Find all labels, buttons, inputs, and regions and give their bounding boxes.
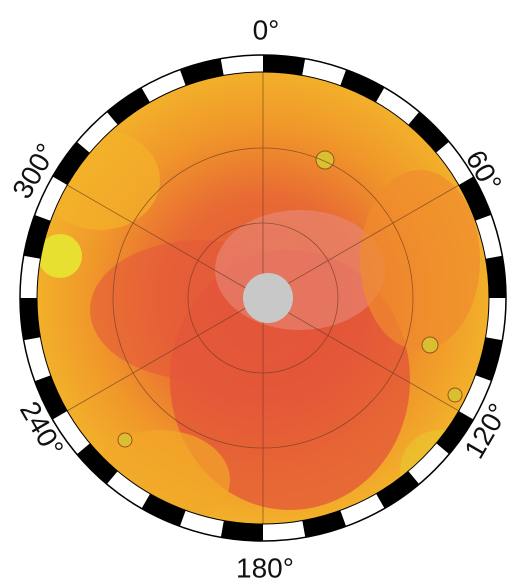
ring-segment xyxy=(436,411,474,455)
ring-segment xyxy=(485,255,507,298)
graticule-ring xyxy=(19,54,507,541)
ring-segment xyxy=(340,493,385,527)
ring-segment xyxy=(34,375,68,420)
longitude-label: 0° xyxy=(253,14,280,45)
ring-segment xyxy=(458,176,492,221)
ring-segment xyxy=(19,298,41,341)
pole-cap xyxy=(243,273,293,323)
ring-segment xyxy=(19,255,41,298)
ring-segment xyxy=(23,337,51,382)
ring-inner xyxy=(36,71,490,525)
ring-segment xyxy=(475,337,503,382)
ring-segment xyxy=(106,87,150,125)
ring-segment xyxy=(179,58,224,86)
ring-segment xyxy=(106,471,150,509)
ring-segment xyxy=(408,111,450,153)
ring-outline xyxy=(19,54,507,542)
ring-segment xyxy=(23,214,51,259)
ring-segment xyxy=(340,69,385,103)
ring-segment xyxy=(141,493,186,527)
ring-segment xyxy=(76,111,118,153)
ring-segment xyxy=(220,520,263,541)
ring-segment xyxy=(376,471,420,509)
ring-segment xyxy=(179,510,224,538)
ring-segment xyxy=(52,141,90,185)
ring-segment xyxy=(408,443,450,485)
ring-segment xyxy=(263,520,306,541)
ring-segment xyxy=(302,510,347,538)
ring-segment xyxy=(34,176,68,221)
ring-segment xyxy=(485,298,507,341)
ring-segment xyxy=(302,58,347,86)
ring-segment xyxy=(436,141,474,185)
ring-segment xyxy=(220,54,263,76)
ring-segment xyxy=(141,69,186,103)
ring-segment xyxy=(376,87,420,125)
longitude-label: 180° xyxy=(236,552,294,583)
ring-segment xyxy=(52,411,90,455)
ring-segment xyxy=(263,54,306,76)
ring-segment xyxy=(458,375,492,420)
ring-segment xyxy=(76,443,118,485)
ring-segment xyxy=(475,214,503,259)
